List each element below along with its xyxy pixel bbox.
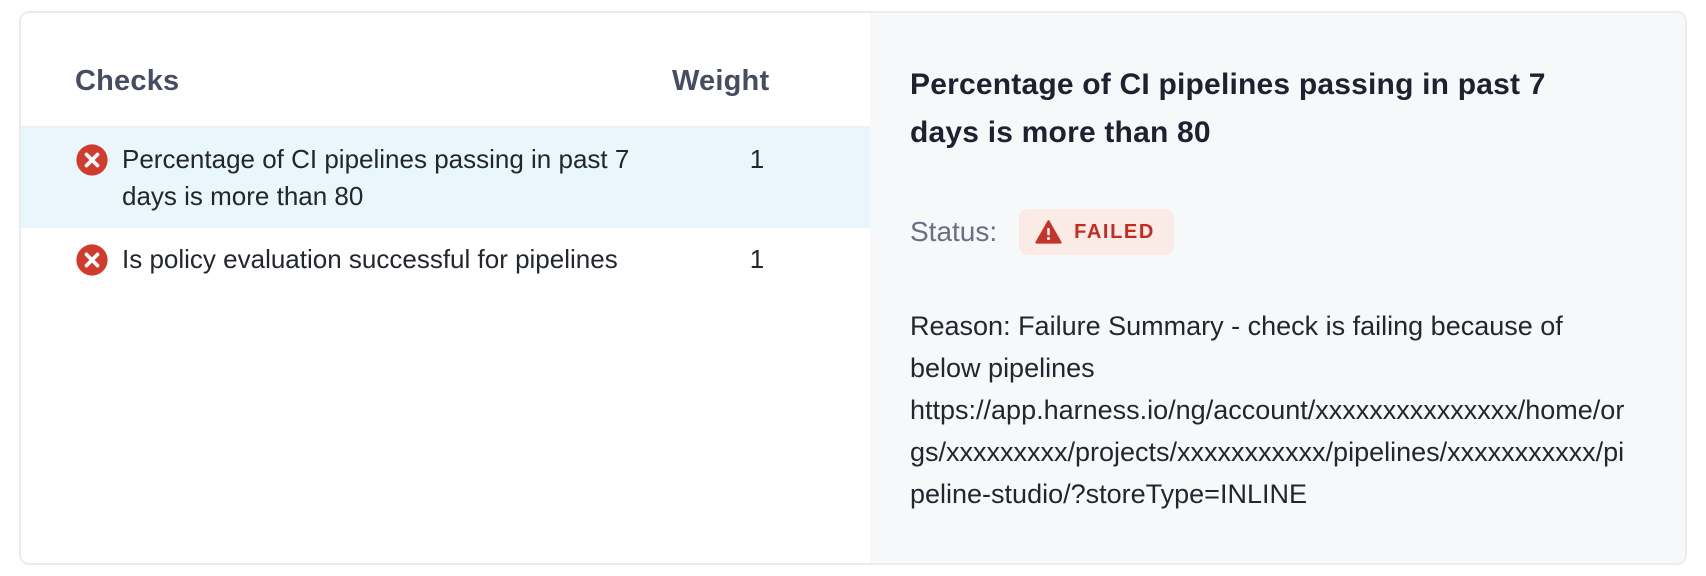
weight-column-header: Weight (672, 65, 770, 97)
status-label: Status: (910, 216, 998, 247)
failed-circle-x-icon (76, 144, 108, 176)
checks-table-panel: Checks Weight Percentage of CI pipelines… (21, 13, 870, 563)
check-row-policy-evaluation[interactable]: Is policy evaluation successful for pipe… (21, 228, 870, 291)
check-detail-panel: Percentage of CI pipelines passing in pa… (870, 13, 1685, 563)
check-detail-title: Percentage of CI pipelines passing in pa… (910, 68, 1546, 149)
failed-circle-x-icon (76, 244, 108, 276)
check-label: Percentage of CI pipelines passing in pa… (122, 144, 630, 211)
checks-column-header: Checks (75, 65, 180, 97)
check-label: Is policy evaluation successful for pipe… (122, 244, 618, 274)
check-weight-value: 1 (749, 244, 765, 274)
status-failed-badge: FAILED (1019, 209, 1174, 255)
status-row: Status: FAILED (910, 209, 1625, 255)
status-badge-text: FAILED (1074, 220, 1155, 243)
check-row-main: Percentage of CI pipelines passing in pa… (75, 141, 672, 215)
check-row-ci-pipelines-passing[interactable]: Percentage of CI pipelines passing in pa… (21, 128, 870, 228)
checks-card: Checks Weight Percentage of CI pipelines… (19, 11, 1687, 565)
check-row-main: Is policy evaluation successful for pipe… (75, 241, 672, 278)
check-weight-value: 1 (749, 144, 765, 174)
failure-reason-text: Reason: Failure Summary - check is faili… (910, 311, 1625, 509)
warning-triangle-icon (1035, 220, 1062, 244)
table-header: Checks Weight (21, 13, 870, 128)
